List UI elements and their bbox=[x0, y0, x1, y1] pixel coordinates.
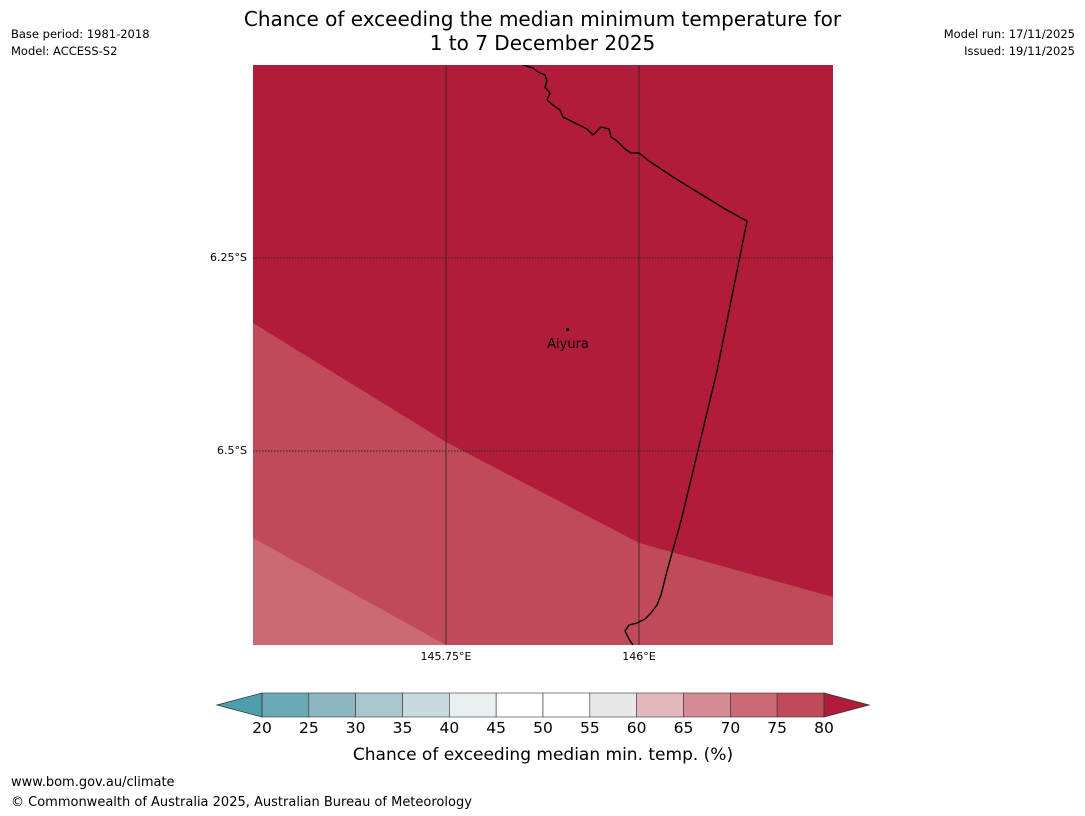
colorbar-segment bbox=[308, 692, 356, 718]
colorbar-high-extend bbox=[823, 692, 871, 718]
colorbar-segment bbox=[636, 692, 684, 718]
colorbar-title: Chance of exceeding median min. temp. (%… bbox=[352, 745, 734, 765]
lon-label-146: 146°E bbox=[622, 650, 656, 663]
issued-label: Issued: 19/11/2025 bbox=[964, 44, 1075, 58]
colorbar-low-extend bbox=[215, 692, 263, 718]
colorbar-segment bbox=[355, 692, 403, 718]
colorbar-segment bbox=[683, 692, 731, 718]
colorbar-segment bbox=[449, 692, 497, 718]
band-70-75 bbox=[253, 538, 446, 645]
colorbar-tick-label: 70 bbox=[720, 719, 741, 737]
colorbar-tick-label: 65 bbox=[673, 719, 694, 737]
aiyura-marker bbox=[566, 328, 569, 331]
lon-label-145-75: 145.75°E bbox=[420, 650, 472, 663]
colorbar-tick-label: 50 bbox=[533, 719, 553, 737]
colorbar-tick-label: 25 bbox=[298, 719, 319, 737]
colorbar-tick-label: 60 bbox=[626, 719, 647, 737]
map-title-line-1: Chance of exceeding the median minimum t… bbox=[243, 7, 842, 31]
colorbar-tick-label: 45 bbox=[486, 719, 507, 737]
map-title-line-2: 1 to 7 December 2025 bbox=[429, 31, 656, 55]
colorbar-segment bbox=[542, 692, 591, 718]
colorbar-tick-label: 75 bbox=[767, 719, 788, 737]
colorbar-segment bbox=[495, 692, 544, 718]
colorbar-segment bbox=[589, 692, 637, 718]
colorbar-tick-label: 40 bbox=[439, 719, 460, 737]
colorbar-segment bbox=[776, 692, 825, 718]
colorbar-segment bbox=[261, 692, 310, 718]
lat-label-6-25: 6.25°S bbox=[210, 251, 247, 264]
colorbar-tick-label: 35 bbox=[392, 719, 413, 737]
band-75-80 bbox=[253, 323, 833, 645]
colorbar-tick-label: 55 bbox=[579, 719, 600, 737]
base-period-label: Base period: 1981-2018 bbox=[11, 27, 150, 41]
model-run-label: Model run: 17/11/2025 bbox=[943, 27, 1075, 41]
province-boundary bbox=[522, 65, 748, 645]
colorbar-segment bbox=[402, 692, 450, 718]
lat-label-6-5: 6.5°S bbox=[217, 444, 247, 457]
forecast-map: Aiyura bbox=[253, 65, 833, 645]
colorbar-segment bbox=[730, 692, 778, 718]
bom-url[interactable]: www.bom.gov.au/climate bbox=[11, 775, 175, 790]
colorbar-tick-label: 20 bbox=[252, 719, 272, 737]
colorbar-tick-label: 80 bbox=[814, 719, 834, 737]
model-label: Model: ACCESS-S2 bbox=[11, 44, 118, 58]
copyright-notice: © Commonwealth of Australia 2025, Austra… bbox=[11, 795, 472, 810]
colorbar-tick-label: 30 bbox=[345, 719, 366, 737]
aiyura-label: Aiyura bbox=[547, 337, 589, 352]
colorbar bbox=[215, 692, 871, 718]
